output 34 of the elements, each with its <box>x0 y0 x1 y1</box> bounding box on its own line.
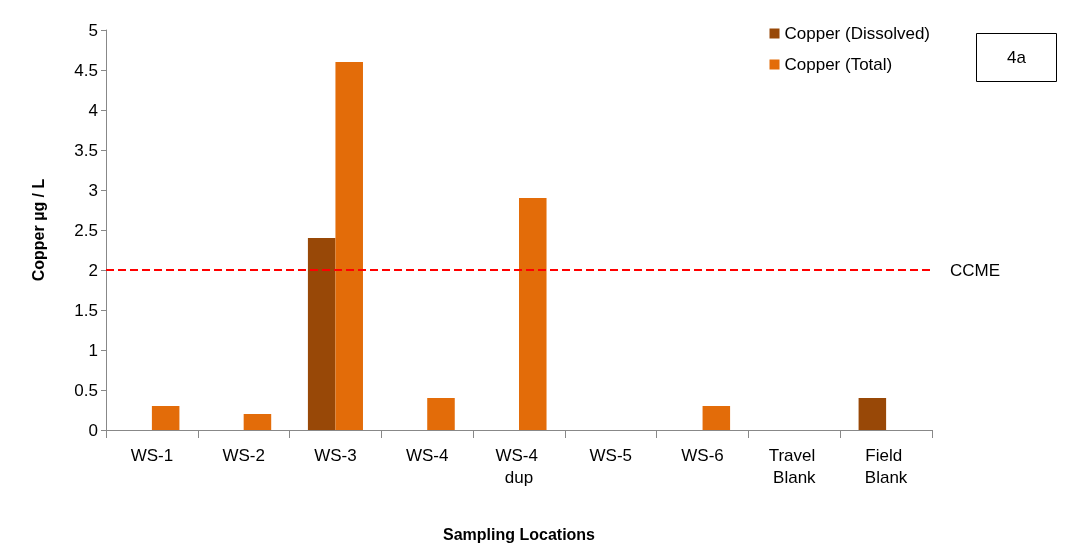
y-tick-label: 2.5 <box>74 220 98 240</box>
x-tick-label: WS-6 <box>681 445 724 465</box>
y-tick-label: 0.5 <box>74 380 98 400</box>
x-tick-label: WS-3 <box>314 445 357 465</box>
bar <box>427 398 455 430</box>
legend-label: Copper (Total) <box>784 55 893 74</box>
x-tick-label: WS-4 dup <box>495 445 543 487</box>
y-tick-label: 1.5 <box>74 300 98 320</box>
x-tick-label: Travel Blank <box>768 445 820 487</box>
x-axis-title: Sampling Locations <box>442 525 596 543</box>
bar <box>151 406 180 430</box>
legend-label: Copper (Dissolved) <box>784 24 930 43</box>
x-tick-label: WS-5 <box>589 445 633 465</box>
x-tick-label: Field Blank <box>864 445 908 487</box>
bar <box>519 198 547 430</box>
y-axis-title: Copper µg / L <box>29 178 47 282</box>
y-tick-label: 4.5 <box>74 60 98 80</box>
y-tick-label: 4 <box>88 100 98 120</box>
x-tick-label: WS-4 <box>405 445 449 465</box>
ref-line-label: CCME <box>950 260 1001 280</box>
y-tick-label: 2 <box>88 260 98 280</box>
x-tick-label: WS-1 <box>130 445 174 465</box>
y-tick-label: 3.5 <box>74 140 98 160</box>
y-tick-label: 0 <box>88 420 98 440</box>
bar <box>243 414 272 430</box>
y-tick-label: 5 <box>88 20 98 40</box>
bar <box>858 398 887 430</box>
bar <box>335 62 363 430</box>
y-tick-label: 3 <box>88 180 98 200</box>
y-tick-label: 1 <box>88 340 98 360</box>
x-tick-label: WS-2 <box>222 445 265 465</box>
text: 4a <box>1007 48 1027 67</box>
bar <box>307 238 336 430</box>
bar <box>702 406 731 430</box>
